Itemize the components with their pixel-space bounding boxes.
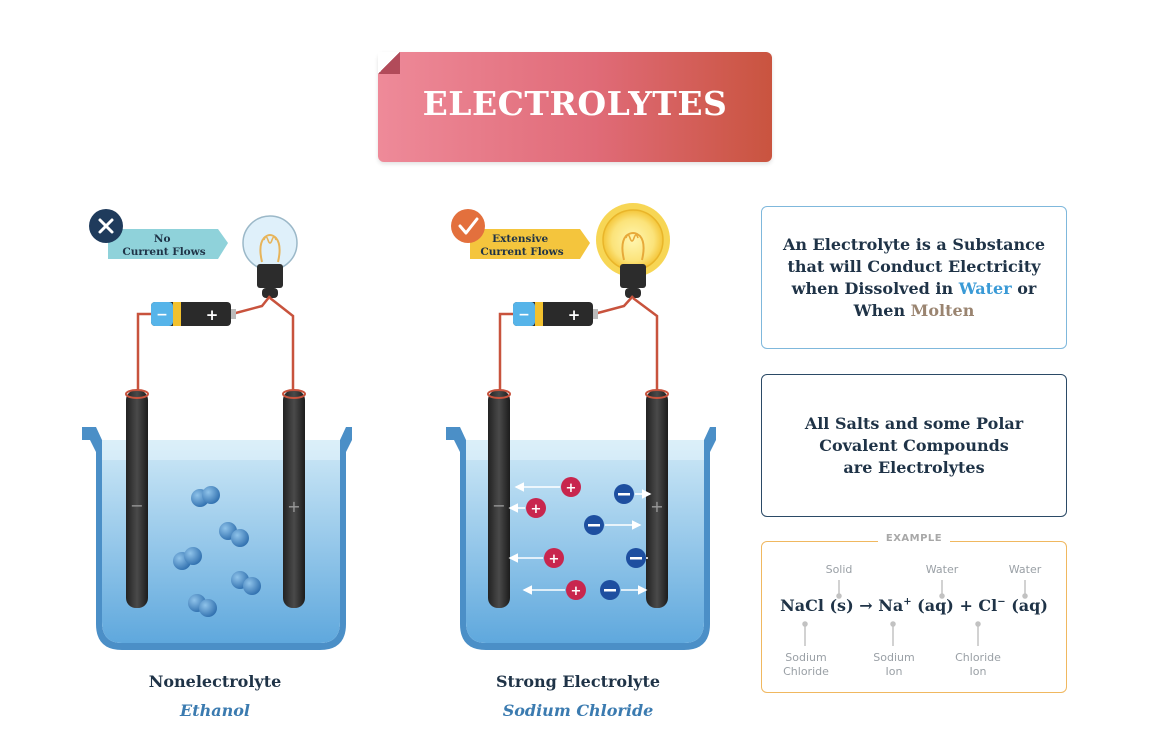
state-label-water-2: Water	[1008, 563, 1042, 576]
svg-text:+: +	[571, 584, 582, 599]
ethanol-molecules	[173, 486, 261, 617]
battery-icon: − +	[513, 302, 598, 326]
ethanol-solution	[102, 440, 340, 643]
definition-part2: or When	[853, 278, 1037, 320]
example-heading: EXAMPLE	[878, 533, 950, 544]
battery-pos: +	[206, 306, 219, 324]
no-current-line1: No	[154, 233, 171, 245]
battery-icon: − +	[151, 302, 236, 326]
svg-text:+: +	[566, 481, 577, 496]
state-label-water-1: Water	[925, 563, 959, 576]
anode-sign: +	[287, 497, 300, 516]
no-current-ribbon	[108, 229, 228, 259]
battery-neg: −	[518, 307, 530, 323]
definition-molten: Molten	[910, 300, 975, 320]
equation-chloride-charge: −	[997, 596, 1006, 608]
strong-electrolyte-setup: Extensive Current Flows − +	[446, 203, 716, 650]
name-label-sodium-ion: Sodium Ion	[873, 651, 915, 678]
nonelectrolyte-caption: Nonelectrolyte Ethanol	[115, 672, 315, 720]
strong-electrolyte-label: Strong Electrolyte	[495, 672, 661, 691]
no-current-label: No Current Flows	[122, 233, 205, 258]
definition-text: An Electrolyte is a Substance that will …	[779, 234, 1049, 322]
equation-arrow: →	[859, 596, 873, 615]
cathode-sign: −	[492, 496, 505, 515]
sodium-chloride-label: Sodium Chloride	[502, 701, 654, 720]
salts-box: All Salts and some Polar Covalent Compou…	[761, 374, 1067, 517]
anode-rod	[646, 390, 668, 608]
battery-neg: −	[156, 307, 168, 323]
current-line1: Extensive	[492, 233, 548, 245]
lightbulb-on-icon	[596, 203, 670, 298]
equation-sodium: Na	[878, 596, 904, 615]
ethanol-label: Ethanol	[180, 701, 250, 720]
definition-part1: An Electrolyte is a Substance that will …	[782, 234, 1046, 298]
equation-sodium-state: (aq)	[911, 596, 960, 615]
equation-chloride: Cl	[972, 596, 998, 615]
example-connectors	[802, 580, 1028, 646]
definition-water: Water	[958, 278, 1012, 298]
name-label-sodium-chloride: Sodium Chloride	[783, 651, 829, 678]
cathode-rod	[126, 390, 148, 608]
chloride-ions	[584, 484, 652, 600]
svg-text:+: +	[531, 502, 542, 517]
banner-fold	[378, 52, 400, 74]
dissociation-equation: NaCl (s) → Na+ (aq) + Cl− (aq)	[768, 596, 1060, 615]
lightbulb-off-icon	[242, 215, 298, 298]
anode-rod	[283, 390, 305, 608]
current-flows-ribbon	[470, 229, 590, 259]
page-title: ELECTROLYTES	[422, 84, 728, 123]
check-status-icon	[451, 209, 485, 243]
strong-electrolyte-caption: Strong Electrolyte Sodium Chloride	[470, 672, 686, 720]
equation-chloride-state: (aq)	[1005, 596, 1048, 615]
title-banner	[378, 52, 772, 162]
nonelectrolyte-setup: No Current Flows − +	[82, 209, 352, 650]
equation-sodium-charge: +	[903, 596, 912, 608]
battery-pos: +	[568, 306, 581, 324]
cathode-sign: −	[130, 496, 143, 515]
no-current-line2: Current Flows	[122, 246, 205, 258]
equation-reactant: NaCl (s)	[780, 596, 854, 615]
name-label-chloride-ion: Chloride Ion	[955, 651, 1001, 678]
nonelectrolyte-label: Nonelectrolyte	[148, 672, 282, 691]
state-label-solid: Solid	[825, 563, 853, 576]
svg-text:+: +	[549, 552, 560, 567]
equation-plus: +	[959, 596, 973, 615]
salts-note: All Salts and some Polar Covalent Compou…	[804, 413, 1024, 477]
current-line2: Current Flows	[480, 246, 563, 258]
cathode-rod	[488, 390, 510, 608]
definition-box: An Electrolyte is a Substance that will …	[761, 206, 1067, 349]
anode-sign: +	[650, 497, 663, 516]
sodium-ions: + + + +	[508, 477, 586, 600]
current-flows-label: Extensive Current Flows	[480, 233, 563, 258]
